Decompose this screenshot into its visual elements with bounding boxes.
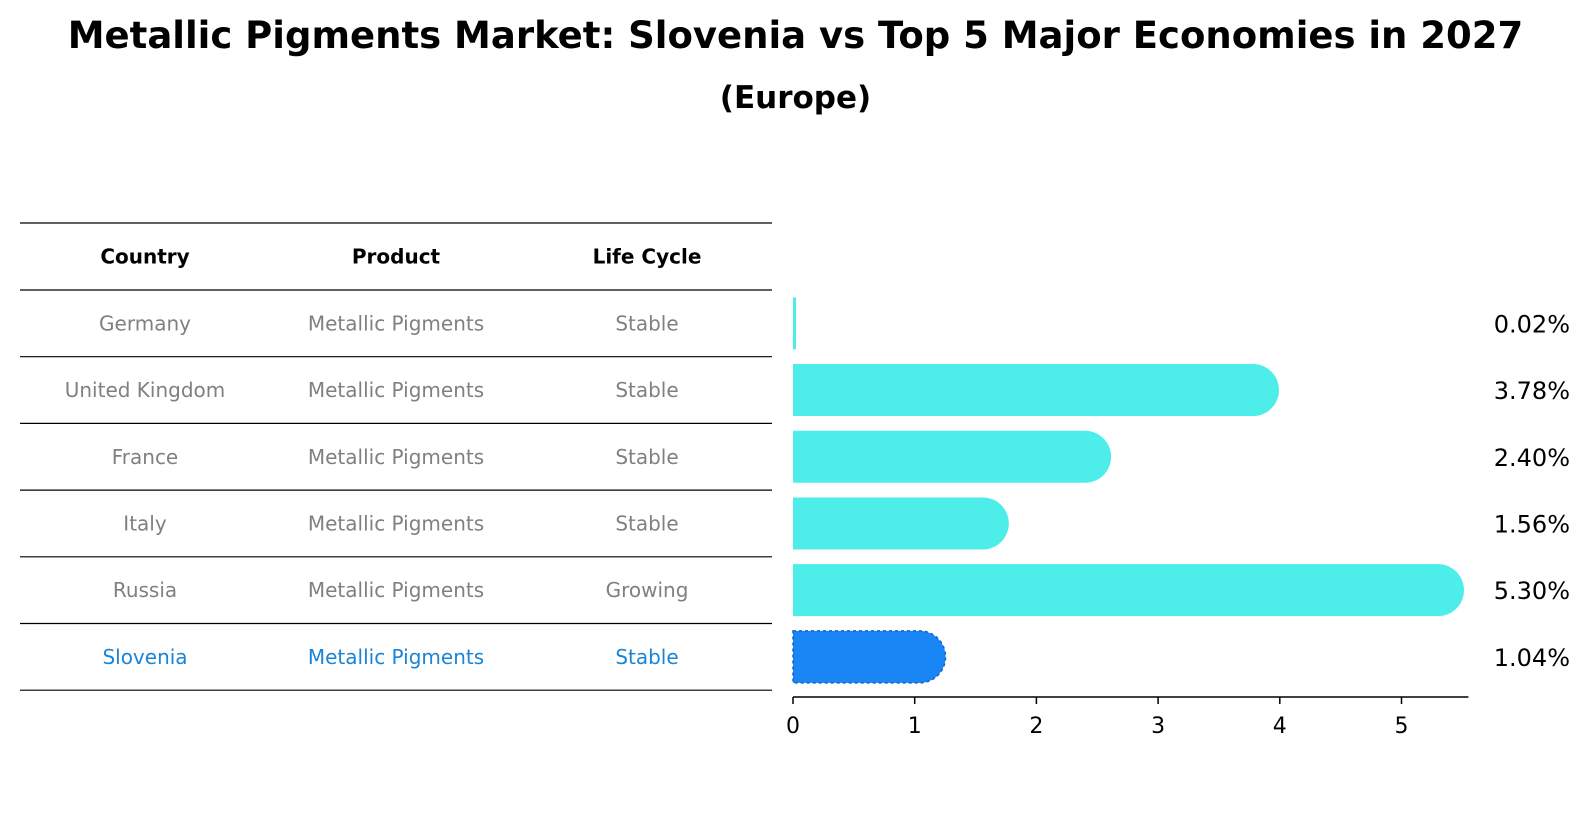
table-cell-country: France — [112, 445, 179, 469]
chart-title: Metallic Pigments Market: Slovenia vs To… — [67, 14, 1524, 57]
x-tick-label: 1 — [908, 714, 922, 739]
x-tick-label: 3 — [1151, 714, 1165, 739]
bar-italy — [793, 497, 1009, 550]
table-cell-life-cycle: Stable — [615, 378, 678, 402]
bar-germany — [793, 297, 796, 350]
table-cell-life-cycle: Stable — [615, 445, 678, 469]
bar-russia — [793, 564, 1465, 617]
table-cell-life-cycle: Growing — [606, 578, 689, 602]
table-cell-product: Metallic Pigments — [308, 378, 484, 402]
x-tick-label: 2 — [1029, 714, 1043, 739]
table-cell-life-cycle: Stable — [615, 511, 678, 535]
table-cell-product: Metallic Pigments — [308, 645, 484, 669]
x-tick-label: 0 — [786, 714, 800, 739]
bar-france — [793, 430, 1112, 483]
table-cell-country: Slovenia — [102, 645, 187, 669]
table-cell-life-cycle: Stable — [615, 311, 678, 335]
table-cell-product: Metallic Pigments — [308, 311, 484, 335]
bar-value-label: 2.40% — [1494, 444, 1570, 472]
table-cell-country: United Kingdom — [65, 378, 226, 402]
x-tick-label: 4 — [1273, 714, 1287, 739]
table-cell-country: Russia — [113, 578, 177, 602]
bar-value-label: 1.56% — [1494, 510, 1570, 538]
table-cell-product: Metallic Pigments — [308, 578, 484, 602]
chart-subtitle: (Europe) — [719, 80, 872, 116]
bar-value-label: 1.04% — [1494, 644, 1570, 672]
table-cell-country: Italy — [123, 511, 167, 535]
bar-united-kingdom — [793, 364, 1280, 417]
table-header-product: Product — [352, 245, 441, 269]
table-cell-country: Germany — [99, 311, 191, 335]
table-cell-life-cycle: Stable — [615, 645, 678, 669]
table-header-country: Country — [100, 245, 189, 269]
bar-value-label: 5.30% — [1494, 577, 1570, 605]
bar-slovenia — [792, 630, 947, 684]
bar-value-label: 3.78% — [1494, 377, 1570, 405]
bar-value-label: 0.02% — [1494, 310, 1570, 338]
table-cell-product: Metallic Pigments — [308, 511, 484, 535]
table-header-life-cycle: Life Cycle — [593, 245, 702, 269]
table-cell-product: Metallic Pigments — [308, 445, 484, 469]
x-tick-label: 5 — [1395, 714, 1409, 739]
